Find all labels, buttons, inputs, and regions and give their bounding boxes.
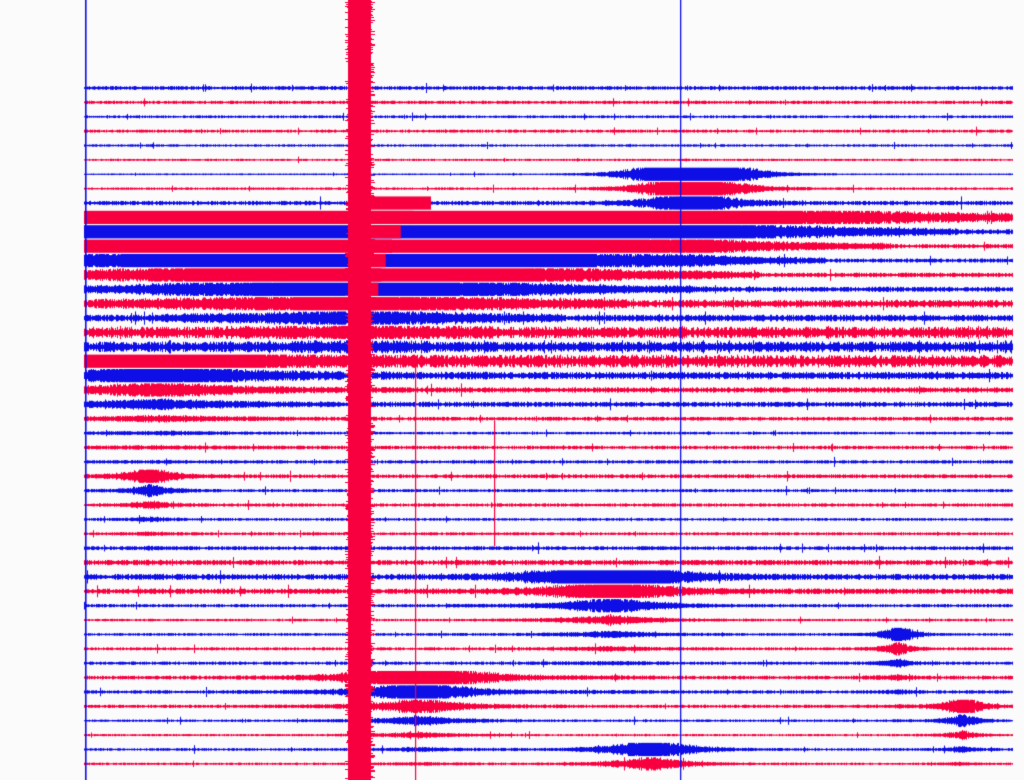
helicorder-page: CL MG05 Applied filter: WWSSN-SP 2015-04…	[0, 0, 1024, 780]
seismic-trace-canvas	[0, 0, 1024, 780]
helicorder-plot: 00:0000:3001:0001:3002:0002:3003:0003:30…	[0, 0, 1024, 780]
